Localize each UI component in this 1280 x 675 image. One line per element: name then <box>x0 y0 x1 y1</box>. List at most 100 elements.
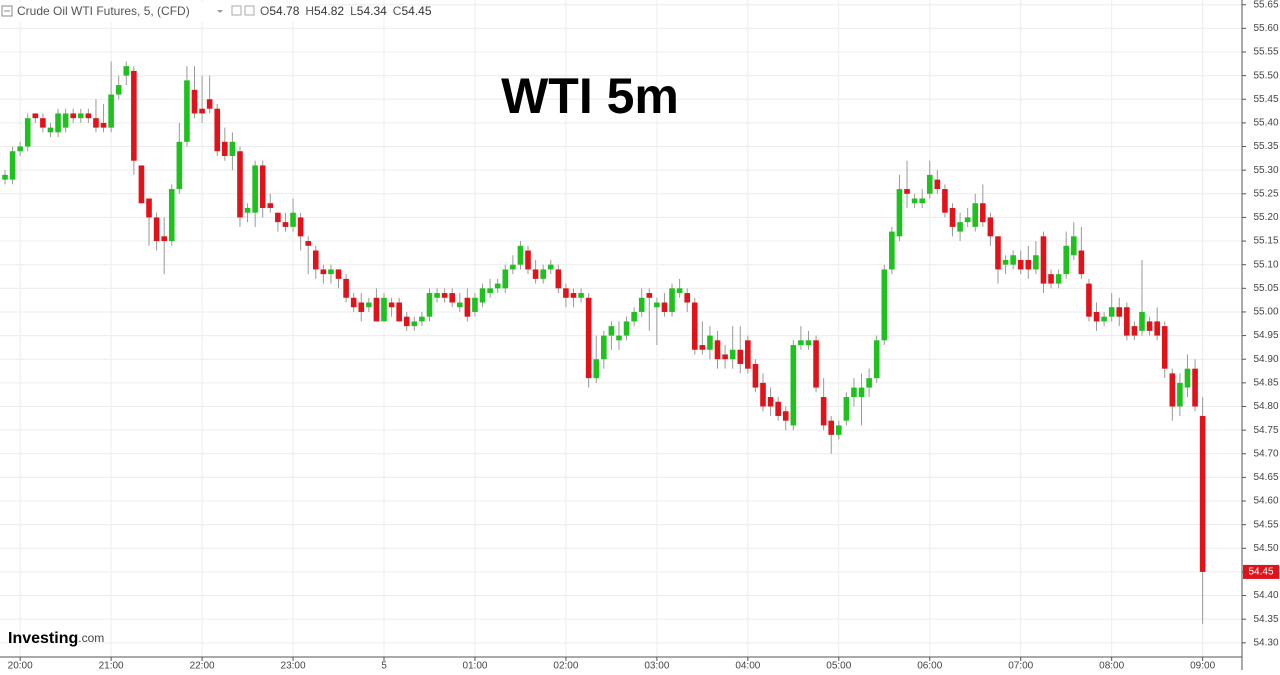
candle <box>775 397 781 421</box>
y-tick-label: 55.15 <box>1253 236 1278 247</box>
candle <box>555 264 562 294</box>
y-tick-label: 55.00 <box>1253 307 1278 318</box>
candle-body <box>131 70 137 161</box>
candle <box>570 288 577 308</box>
candle-body <box>161 236 167 242</box>
candle-body <box>115 85 122 95</box>
candle-body <box>62 113 69 128</box>
candle <box>638 288 645 317</box>
candle-body <box>593 359 600 379</box>
candle-body <box>9 151 16 180</box>
y-tick-label: 54.70 <box>1253 448 1278 459</box>
candle-body <box>995 236 1001 270</box>
candle-body <box>790 345 797 426</box>
candle <box>904 160 910 208</box>
candle-body <box>866 378 872 388</box>
y-tick-label: 54.90 <box>1253 354 1278 365</box>
candle <box>138 165 145 204</box>
candle-body <box>335 269 342 279</box>
y-tick-label: 54.50 <box>1253 543 1278 554</box>
candle-body <box>532 269 539 279</box>
collapse-icon[interactable] <box>1 5 13 17</box>
candle <box>820 378 827 431</box>
candle-body <box>1146 321 1153 331</box>
candle-body <box>426 293 433 317</box>
settings-icon[interactable] <box>231 5 242 16</box>
candle-body <box>214 108 221 152</box>
candle <box>449 288 456 308</box>
candle-body <box>729 349 736 360</box>
candle <box>661 293 668 317</box>
candle-body <box>1101 316 1107 322</box>
candle <box>199 75 205 123</box>
y-tick-label: 55.35 <box>1253 141 1278 152</box>
candle <box>737 326 744 374</box>
y-tick-label: 55.20 <box>1253 212 1278 223</box>
candle <box>1108 293 1115 322</box>
candle-body <box>980 203 986 223</box>
candle <box>881 264 888 346</box>
candle <box>1040 231 1047 294</box>
candle-body <box>259 165 266 208</box>
candle-body <box>1093 311 1100 322</box>
candle-body <box>457 302 463 308</box>
candle <box>32 113 39 123</box>
candle-body <box>78 113 84 119</box>
candle-body <box>123 66 130 76</box>
dropdown-arrow[interactable] <box>217 10 223 13</box>
candle <box>252 160 258 227</box>
candle-body <box>942 189 948 213</box>
candle <box>995 236 1001 284</box>
logo-main: Investing <box>8 630 78 647</box>
candle-body <box>138 165 145 204</box>
candle-body <box>1010 255 1016 265</box>
candle-body <box>525 250 531 270</box>
candle <box>866 368 872 398</box>
candle <box>813 335 819 393</box>
candle-body <box>85 113 92 119</box>
candle <box>1033 241 1039 275</box>
candle-body <box>616 335 622 341</box>
candle-body <box>229 141 236 156</box>
close-icon[interactable] <box>244 5 255 16</box>
candle-body <box>881 269 888 341</box>
y-tick-label: 54.40 <box>1253 590 1278 601</box>
candle <box>366 297 372 312</box>
candle-body <box>381 297 387 322</box>
candle <box>1078 226 1085 279</box>
y-tick-label: 55.50 <box>1253 70 1278 81</box>
candle-body <box>47 127 54 133</box>
candle-body <box>585 297 592 379</box>
candle <box>17 141 23 156</box>
candle <box>206 75 213 114</box>
candle <box>297 212 304 251</box>
candle <box>828 415 835 454</box>
candle-body <box>563 288 569 298</box>
candle-body <box>1040 236 1047 284</box>
candle-body <box>1116 307 1123 317</box>
candle-body <box>1108 307 1115 317</box>
candle <box>305 236 311 275</box>
candle <box>426 288 433 322</box>
candle-body <box>472 297 478 312</box>
candle-body <box>328 269 334 275</box>
candle-body <box>40 118 46 128</box>
candle <box>843 392 850 426</box>
candle-body <box>805 340 812 346</box>
candles <box>2 61 1206 624</box>
axes: 55.65 55.60 55.55 55.50 55.45 55.40 55.35 55.30… <box>8 0 1279 672</box>
candle <box>767 387 774 416</box>
candle <box>608 321 615 350</box>
candle <box>790 340 797 431</box>
candle <box>108 61 114 133</box>
candle-body <box>752 363 759 388</box>
candle-body <box>676 288 683 294</box>
candle <box>93 99 99 133</box>
candle-body <box>32 113 39 119</box>
candle-body <box>699 345 706 350</box>
candle <box>78 108 84 123</box>
candle <box>396 297 402 322</box>
candle <box>722 345 728 369</box>
candle-body <box>441 293 448 298</box>
candle <box>1184 354 1191 398</box>
